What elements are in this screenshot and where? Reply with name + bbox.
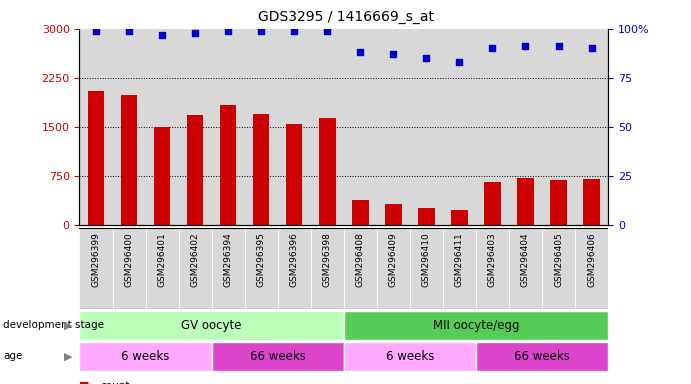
Point (289, 28, 300, 34)
Bar (377, 228, 410, 309)
Bar (211, 228, 245, 309)
Text: age: age (3, 351, 23, 361)
Text: GSM296408: GSM296408 (356, 233, 365, 287)
Bar (245, 228, 278, 309)
Point (223, 28, 234, 34)
Text: GSM296394: GSM296394 (224, 233, 233, 287)
Bar (352, 200, 368, 225)
Text: GSM296403: GSM296403 (488, 233, 497, 287)
Bar (211, 342, 344, 371)
Point (388, 51, 399, 57)
Text: GV oocyte: GV oocyte (181, 319, 242, 332)
Text: GSM296410: GSM296410 (422, 233, 431, 287)
Bar (146, 29, 178, 225)
Text: GDS3295 / 1416669_s_at: GDS3295 / 1416669_s_at (258, 10, 433, 23)
Bar (344, 311, 608, 340)
Bar (121, 95, 138, 225)
Bar (178, 29, 211, 225)
Text: GSM296411: GSM296411 (455, 233, 464, 287)
Text: GSM296401: GSM296401 (158, 233, 167, 287)
Bar (286, 124, 303, 225)
Bar (575, 29, 608, 225)
Text: GSM296399: GSM296399 (91, 233, 100, 287)
Point (454, 59, 465, 65)
Bar (509, 228, 542, 309)
Text: MII oocyte/egg: MII oocyte/egg (433, 319, 519, 332)
Bar (146, 228, 178, 309)
Text: GSM296406: GSM296406 (587, 233, 596, 287)
Text: GSM296398: GSM296398 (323, 233, 332, 287)
Text: development stage: development stage (3, 320, 104, 331)
Point (256, 28, 267, 34)
Bar (343, 29, 377, 225)
Bar (211, 29, 245, 225)
Bar (88, 91, 104, 225)
Bar (344, 342, 476, 371)
Point (124, 28, 135, 34)
Bar (518, 178, 533, 225)
Bar (509, 29, 542, 225)
Point (157, 31, 168, 38)
Bar (154, 127, 170, 225)
Bar (542, 228, 575, 309)
Text: ▶: ▶ (64, 351, 73, 361)
Text: GSM296405: GSM296405 (554, 233, 563, 287)
Bar (113, 228, 146, 309)
Point (487, 45, 498, 51)
Point (354, 49, 366, 55)
Bar (476, 29, 509, 225)
Bar (319, 118, 336, 225)
Bar (187, 115, 203, 225)
Bar (443, 228, 476, 309)
Bar (79, 342, 211, 371)
Text: GSM296395: GSM296395 (256, 233, 265, 287)
Bar (443, 29, 476, 225)
Bar (311, 29, 343, 225)
Point (189, 30, 200, 36)
Bar (79, 228, 113, 309)
Bar (410, 29, 443, 225)
Text: 66 weeks: 66 weeks (514, 350, 570, 362)
Bar (220, 104, 236, 225)
Point (322, 28, 333, 34)
Bar (253, 114, 269, 225)
Bar (113, 29, 146, 225)
Bar (575, 228, 608, 309)
Bar (484, 182, 501, 225)
Text: GSM296409: GSM296409 (389, 233, 398, 287)
Bar (476, 228, 509, 309)
Bar (79, 29, 113, 225)
Bar (476, 342, 608, 371)
Point (421, 55, 432, 61)
Text: count: count (100, 381, 130, 384)
Point (553, 43, 564, 50)
Bar (583, 179, 600, 225)
Bar (418, 209, 435, 225)
Text: GSM296402: GSM296402 (191, 233, 200, 287)
Point (586, 45, 597, 51)
Text: 6 weeks: 6 weeks (122, 350, 170, 362)
Text: GSM296404: GSM296404 (521, 233, 530, 287)
Bar (278, 29, 311, 225)
Bar (377, 29, 410, 225)
Text: 6 weeks: 6 weeks (386, 350, 434, 362)
Bar (278, 228, 311, 309)
Text: ▶: ▶ (64, 320, 73, 331)
Text: GSM296400: GSM296400 (124, 233, 133, 287)
Bar (385, 204, 401, 225)
Bar (451, 210, 468, 225)
Bar (178, 228, 211, 309)
Text: 66 weeks: 66 weeks (249, 350, 305, 362)
Bar (344, 228, 377, 309)
Point (520, 43, 531, 50)
Text: GSM296396: GSM296396 (290, 233, 299, 287)
Bar (79, 311, 344, 340)
Bar (245, 29, 278, 225)
Bar (410, 228, 443, 309)
Text: ■: ■ (79, 381, 90, 384)
Point (91, 28, 102, 34)
Bar (311, 228, 343, 309)
Bar (550, 180, 567, 225)
Bar (542, 29, 575, 225)
